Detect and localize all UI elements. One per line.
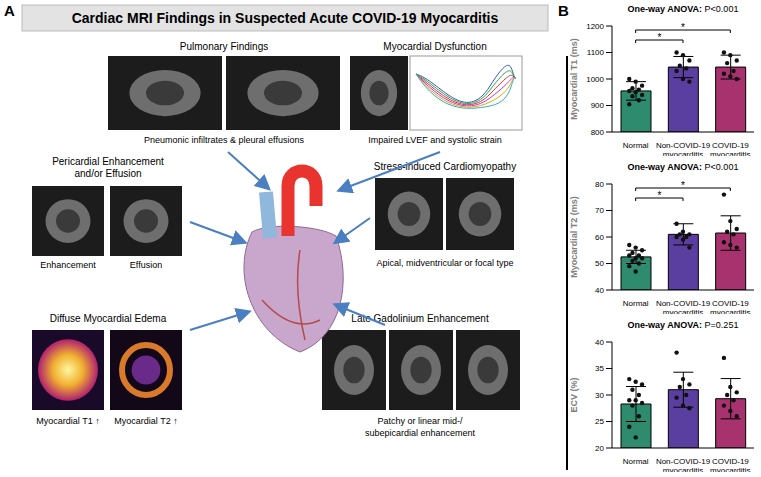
svg-text:Non-COVID-19myocarditis: Non-COVID-19myocarditis [656, 299, 711, 314]
svg-text:Stress-induced Cardiomyopathy: Stress-induced Cardiomyopathy [374, 161, 516, 172]
svg-text:35: 35 [595, 364, 604, 373]
html-text:B: B [558, 2, 569, 19]
svg-text:Cardiac MRI Findings in Suspec: Cardiac MRI Findings in Suspected Acute … [72, 10, 499, 26]
svg-text:1000: 1000 [586, 75, 604, 84]
svg-text:30: 30 [595, 391, 604, 400]
svg-text:COVID-19myocarditis: COVID-19myocarditis [710, 457, 750, 472]
svg-text:Impaired LVEF and systolic str: Impaired LVEF and systolic strain [368, 135, 501, 145]
svg-text:70: 70 [595, 206, 604, 215]
svg-text:Myocardial T1 (ms): Myocardial T1 (ms) [570, 38, 579, 120]
svg-text:Apical, midventricular or foca: Apical, midventricular or focal type [376, 258, 513, 268]
svg-text:Effusion: Effusion [130, 260, 162, 270]
svg-text:1100: 1100 [587, 48, 605, 57]
svg-text:Non-COVID-19myocarditis: Non-COVID-19myocarditis [656, 141, 711, 156]
svg-text:Pulmonary Findings: Pulmonary Findings [180, 41, 268, 52]
svg-text:A: A [8, 2, 15, 19]
svg-text:Late Gadolinium Enhancement: Late Gadolinium Enhancement [351, 313, 489, 324]
svg-text:20: 20 [595, 444, 604, 453]
svg-text:80: 80 [595, 180, 604, 189]
svg-text:Myocardial Dysfunction: Myocardial Dysfunction [383, 41, 486, 52]
svg-text:Non-COVID-19myocarditis: Non-COVID-19myocarditis [656, 457, 711, 472]
svg-text:Pericardial Enhancement: Pericardial Enhancement [52, 156, 164, 167]
svg-text:subepicardial enhancement: subepicardial enhancement [365, 428, 476, 438]
svg-text:*: * [681, 180, 685, 191]
svg-text:800: 800 [591, 128, 605, 137]
svg-text:Enhancement: Enhancement [40, 260, 96, 270]
svg-text:*: * [681, 22, 685, 33]
html-text:One-way ANOVA: P<0.001: One-way ANOVA: P<0.001 [627, 4, 739, 14]
svg-text:Normal: Normal [623, 457, 649, 466]
svg-text:Patchy or linear mid-/: Patchy or linear mid-/ [377, 416, 463, 426]
svg-text:50: 50 [595, 259, 604, 268]
svg-text:900: 900 [591, 101, 605, 110]
svg-text:Myocardial T2 (ms): Myocardial T2 (ms) [570, 196, 579, 278]
svg-text:COVID-19myocarditis: COVID-19myocarditis [710, 299, 750, 314]
svg-text:Normal: Normal [623, 141, 649, 150]
svg-text:COVID-19myocarditis: COVID-19myocarditis [710, 141, 750, 156]
svg-text:1200: 1200 [586, 22, 604, 31]
svg-text:40: 40 [595, 286, 604, 295]
svg-text:Diffuse Myocardial Edema: Diffuse Myocardial Edema [50, 313, 167, 324]
svg-text:Pneumonic infiltrates & pleura: Pneumonic infiltrates & pleural effusion… [144, 135, 304, 145]
svg-text:*: * [657, 32, 661, 43]
svg-text:ECV (%): ECV (%) [570, 377, 579, 412]
svg-text:Normal: Normal [623, 299, 649, 308]
svg-text:Myocardial T1 ↑: Myocardial T1 ↑ [36, 416, 99, 426]
svg-text:40: 40 [595, 338, 604, 347]
svg-text:25: 25 [595, 417, 604, 426]
svg-text:Myocardial T2 ↑: Myocardial T2 ↑ [114, 416, 177, 426]
svg-text:*: * [657, 190, 661, 201]
html-text:One-way ANOVA: P<0.001: One-way ANOVA: P<0.001 [627, 162, 739, 172]
svg-text:and/or Effusion: and/or Effusion [74, 168, 141, 179]
svg-text:60: 60 [595, 233, 604, 242]
html-text:One-way ANOVA: P=0.251: One-way ANOVA: P=0.251 [627, 320, 739, 330]
